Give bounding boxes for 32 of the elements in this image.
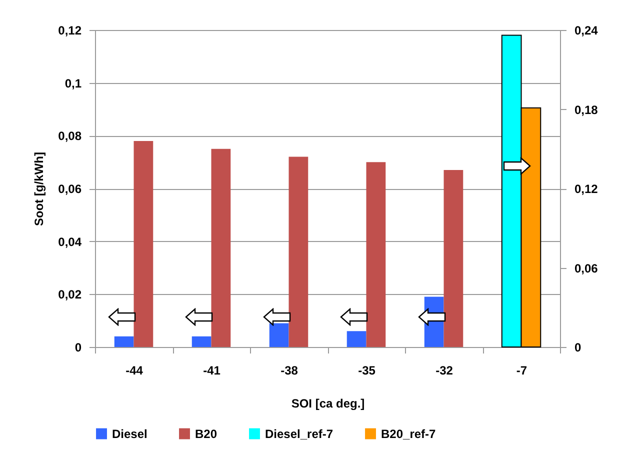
x-tick-label: -41 [203,364,221,378]
bar [114,336,134,347]
x-tick-label: -32 [436,364,454,378]
y-tick-label: 0 [74,340,82,354]
x-tick-label: -44 [126,364,144,378]
y2-tick-label: 0,06 [574,261,598,276]
x-axis-title: SOI [ca deg.] [291,396,365,410]
legend-label: B20_ref-7 [381,426,436,441]
bar [346,331,366,347]
legend-label: Diesel [112,426,148,441]
x-tick-label: -38 [280,364,298,378]
bar [288,156,308,347]
y-tick-label: 0,06 [58,182,82,196]
legend-label: Diesel_ref-7 [265,426,334,441]
y-axis-title: Soot [g/kWh] [32,152,46,226]
y-tick-label: 0,08 [58,129,82,144]
bar [444,170,464,347]
y2-tick-label: 0 [574,340,582,354]
y2-tick-label: 0,12 [574,182,598,196]
y2-tick-label: 0,24 [574,24,598,38]
bar [192,336,212,347]
y-tick-label: 0,12 [58,24,82,38]
y-tick-label: 0,02 [58,288,82,302]
x-tick-label: -7 [516,364,528,378]
bar [211,148,231,347]
y-tick-label: 0,1 [64,76,82,90]
bar [366,162,386,347]
x-tick-label: -35 [358,364,376,378]
legend-label: B20 [195,426,218,441]
y2-tick-label: 0,18 [574,102,598,117]
bar [134,140,154,347]
y-tick-label: 0,04 [58,234,82,249]
